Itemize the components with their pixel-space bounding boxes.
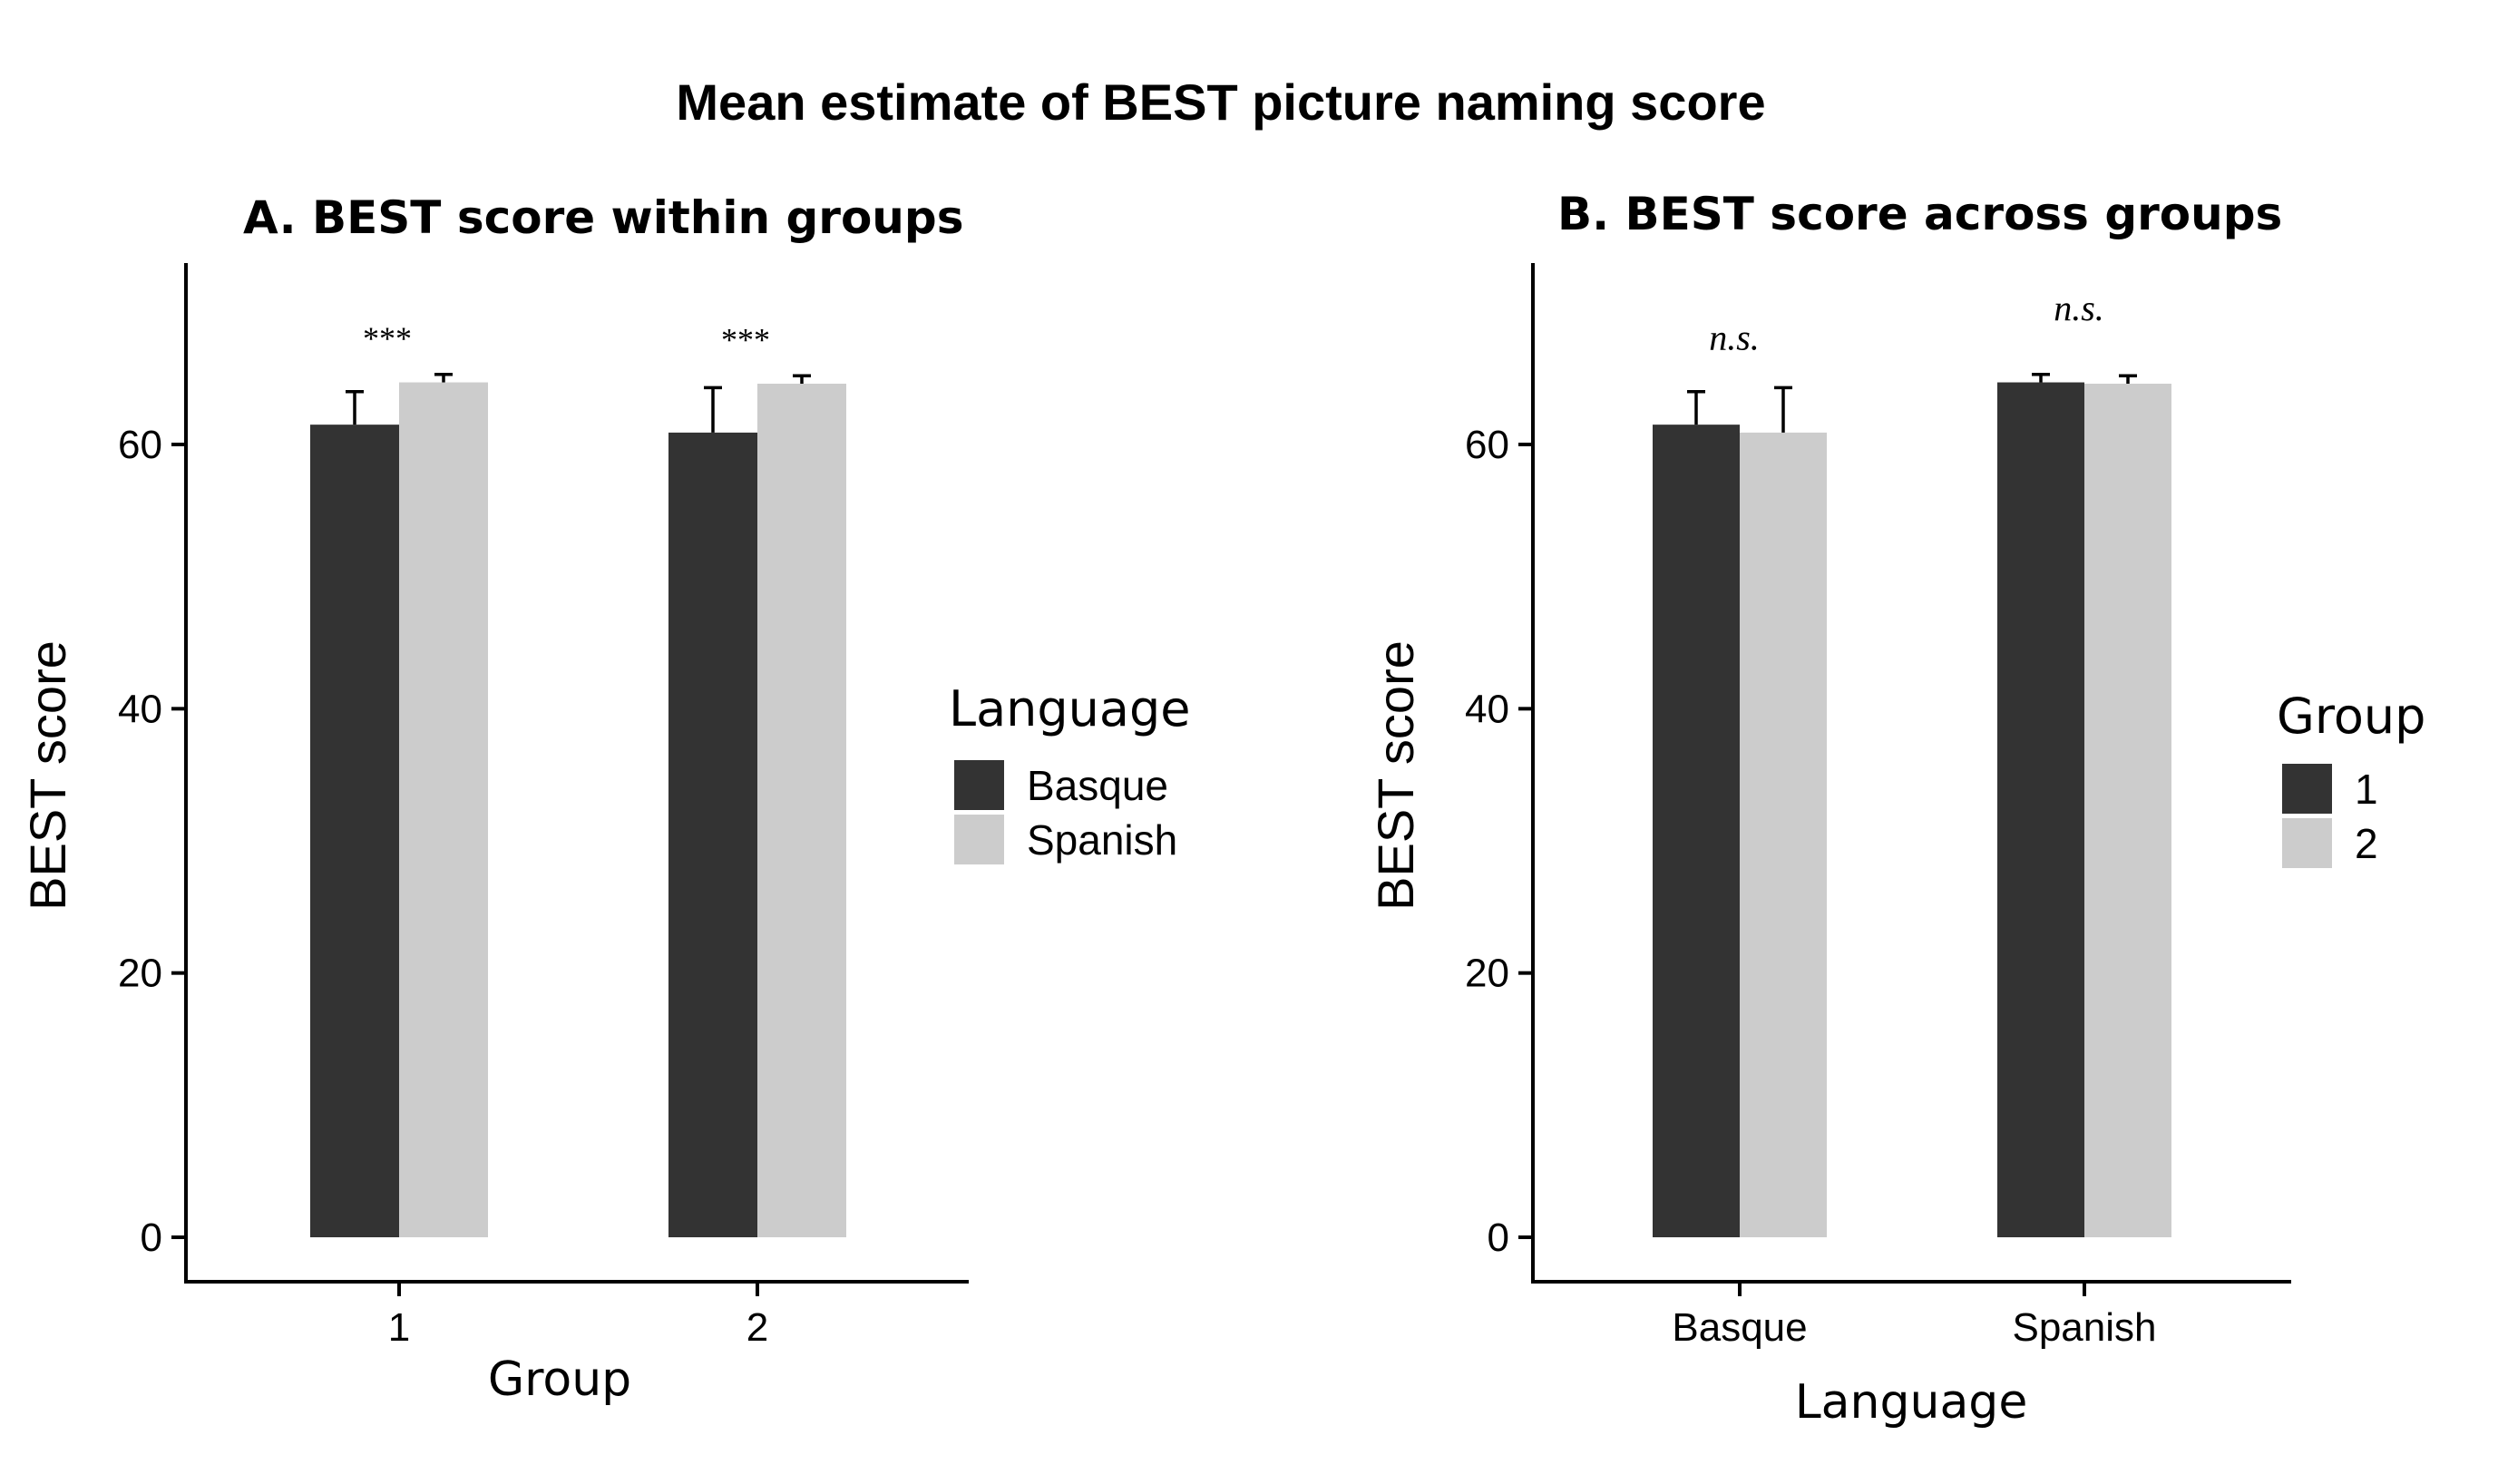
significance-label: *** xyxy=(721,321,770,357)
legend-label: 2 xyxy=(2355,820,2378,867)
legend-title: Language xyxy=(949,680,1191,737)
x-axis-title: Language xyxy=(1795,1375,2028,1430)
significance-label: *** xyxy=(363,320,412,356)
chart-panel-a: A. BEST score within groups 0 20 40 60 BEST s… xyxy=(19,191,1191,1407)
legend-swatch xyxy=(2282,764,2332,814)
y-tick-label: 20 xyxy=(118,952,162,996)
legend: Group 1 2 xyxy=(2277,688,2425,868)
figure-title: Mean estimate of BEST picture naming sco… xyxy=(676,73,1765,131)
x-tick-label: 1 xyxy=(388,1305,410,1350)
bar-2-basque xyxy=(1740,432,1827,1237)
y-tick-label: 60 xyxy=(1465,423,1509,467)
legend-swatch xyxy=(954,815,1004,864)
bar-spanish-2 xyxy=(757,383,846,1237)
x-axis-title: Group xyxy=(488,1352,631,1407)
legend-swatch xyxy=(954,760,1004,810)
significance-label: n.s. xyxy=(1709,317,1760,357)
bar-basque-2 xyxy=(668,432,757,1237)
x-tick-label: 2 xyxy=(746,1305,768,1350)
y-tick-label: 0 xyxy=(141,1216,162,1260)
chart-panel-b: B. BEST score across groups 0 20 40 60 BEST s… xyxy=(1367,188,2425,1430)
y-tick-label: 20 xyxy=(1465,952,1509,996)
bar-spanish-1 xyxy=(399,382,488,1238)
legend-label: Basque xyxy=(1027,762,1168,809)
panel-title: A. BEST score within groups xyxy=(243,191,963,244)
bar-2-spanish xyxy=(2084,383,2171,1237)
x-tick-label: Spanish xyxy=(2012,1305,2156,1350)
y-axis-title: BEST score xyxy=(1367,640,1424,911)
legend-title: Group xyxy=(2277,688,2425,745)
legend-label: Spanish xyxy=(1027,816,1177,864)
y-axis-title: BEST score xyxy=(19,640,76,911)
panel-title: B. BEST score across groups xyxy=(1557,188,2282,240)
y-tick-label: 40 xyxy=(118,687,162,731)
legend: Language Basque Spanish xyxy=(949,680,1191,864)
bar-1-spanish xyxy=(1997,382,2084,1238)
bar-basque-1 xyxy=(310,425,399,1237)
significance-label: n.s. xyxy=(2054,288,2104,328)
y-tick-label: 40 xyxy=(1465,687,1509,731)
y-tick-label: 60 xyxy=(118,423,162,467)
y-tick-label: 0 xyxy=(1488,1216,1509,1260)
bar-1-basque xyxy=(1653,425,1740,1237)
legend-label: 1 xyxy=(2355,766,2378,813)
x-tick-label: Basque xyxy=(1672,1305,1807,1350)
legend-swatch xyxy=(2282,818,2332,868)
